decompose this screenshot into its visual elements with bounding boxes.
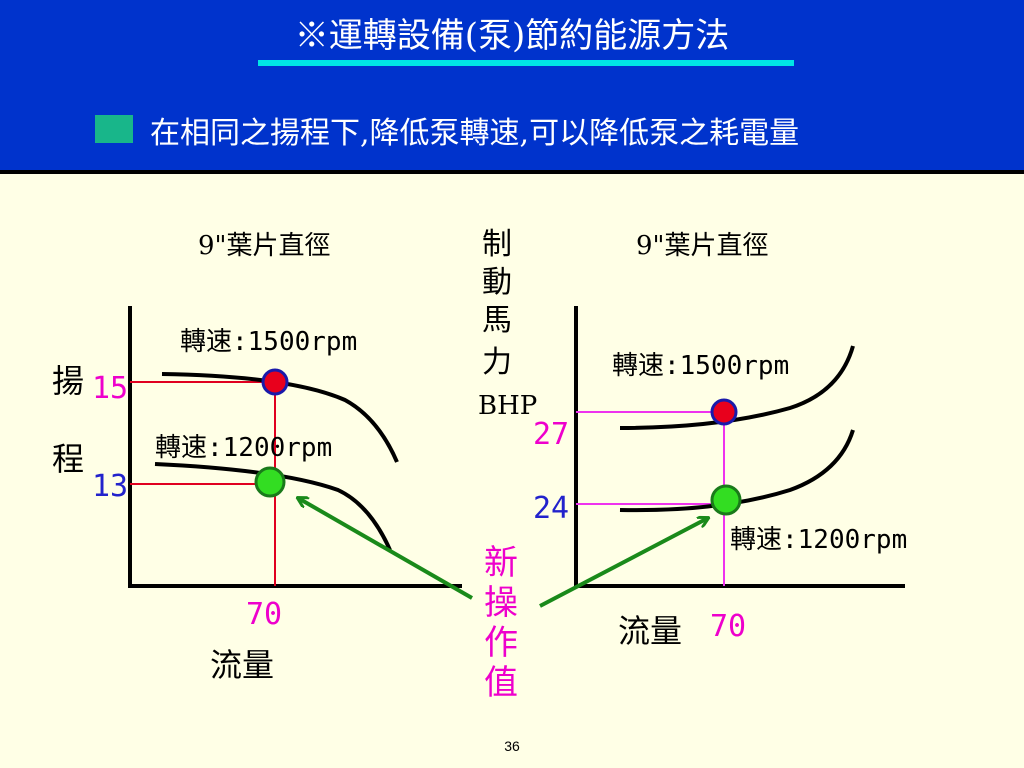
right-point-1200rpm — [710, 484, 742, 516]
right-y-label-char-4: 力 — [482, 345, 512, 380]
new-op-char-3: 作 — [484, 623, 518, 663]
right-y-value-27: 27 — [533, 417, 569, 452]
left-label-1200rpm: 轉速:1200rpm — [155, 433, 332, 463]
page-number: 36 — [504, 738, 520, 754]
slide-title: ※運轉設備(泵)節約能源方法 — [294, 16, 730, 56]
new-op-char-4: 值 — [484, 663, 518, 703]
right-y-label-char-2: 動 — [482, 265, 512, 300]
left-curve-1200rpm — [154, 462, 392, 551]
right-y-label-char-1: 制 — [482, 227, 512, 262]
slide-subtitle: 在相同之揚程下,降低泵轉速,可以降低泵之耗電量 — [150, 116, 800, 151]
title-underline — [258, 60, 794, 66]
right-point-1500rpm — [710, 398, 738, 426]
square-bullet-icon — [95, 115, 133, 143]
right-x-axis-label: 流量 — [618, 612, 682, 650]
left-diameter-label: 9"葉片直徑 — [198, 231, 331, 261]
right-label-1200rpm: 轉速:1200rpm — [730, 525, 907, 555]
right-y-value-24: 24 — [533, 491, 569, 526]
left-x-value-70: 70 — [246, 597, 282, 632]
left-y-label-char-2: 程 — [52, 440, 84, 478]
left-point-1200rpm — [254, 466, 286, 498]
right-y-label-bhp: BHP — [478, 391, 537, 421]
right-annotation-arrow — [539, 518, 708, 608]
right-x-value-70: 70 — [710, 609, 746, 644]
left-point-1500rpm — [261, 368, 289, 396]
left-y-value-15: 15 — [92, 371, 128, 406]
slide-header: ※運轉設備(泵)節約能源方法 在相同之揚程下,降低泵轉速,可以降低泵之耗電量 — [0, 0, 1024, 170]
new-op-char-2: 操 — [484, 583, 518, 623]
right-y-label-char-3: 馬 — [482, 303, 512, 338]
left-curve-1500rpm — [161, 372, 399, 463]
new-op-char-1: 新 — [484, 543, 518, 583]
new-operating-point-label: 新 操 作 值 — [484, 543, 518, 703]
left-annotation-arrow — [298, 498, 473, 600]
right-curve-1200rpm — [619, 429, 855, 513]
left-label-1500rpm: 轉速:1500rpm — [180, 327, 357, 357]
left-y-label-char-1: 揚 — [52, 362, 84, 400]
right-curve-1500rpm — [619, 345, 855, 430]
left-y-value-13: 13 — [92, 469, 128, 504]
header-divider — [0, 170, 1024, 174]
left-x-axis-label: 流量 — [210, 646, 274, 684]
right-y-axis-label: 制 動 馬 力 BHP — [478, 227, 537, 421]
right-diameter-label: 9"葉片直徑 — [636, 231, 769, 261]
right-label-1500rpm: 轉速:1500rpm — [612, 351, 789, 381]
